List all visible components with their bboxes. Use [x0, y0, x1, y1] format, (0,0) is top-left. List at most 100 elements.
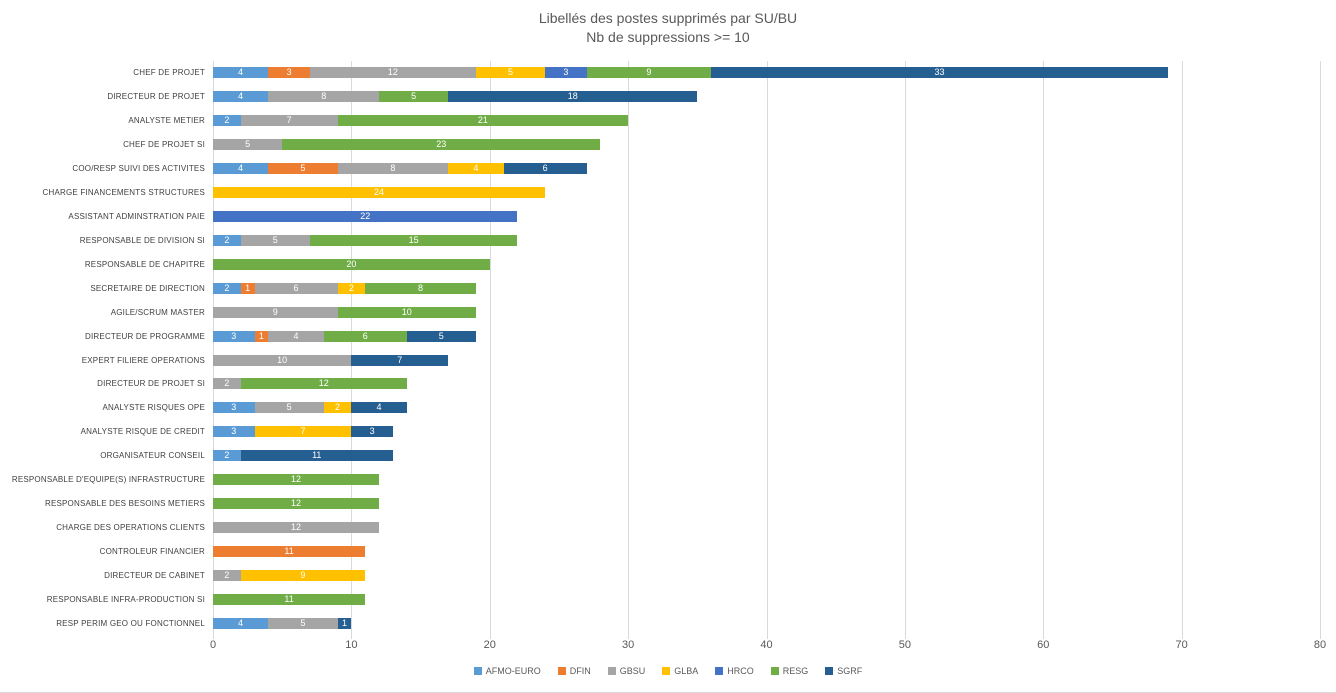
- bar-segment-dfin[interactable]: 3: [268, 67, 310, 79]
- bar-segment-sgrf[interactable]: 6: [503, 163, 587, 175]
- bar-row: DIRECTEUR DE PROJET SI 2 12: [97, 372, 1320, 396]
- bar-segment-resg[interactable]: 15: [309, 234, 518, 246]
- bar-segment-hrco[interactable]: 22: [213, 210, 518, 222]
- bar-segment-gbsu[interactable]: 2: [213, 569, 241, 581]
- bar-segment-resg[interactable]: 12: [213, 498, 380, 510]
- bar-segment-gbsu[interactable]: 2: [213, 378, 241, 390]
- bar-segment-gbsu[interactable]: 5: [240, 234, 310, 246]
- category-label: RESP PERIM GEO OU FONCTIONNEL: [56, 618, 205, 628]
- legend-item-glba[interactable]: GLBA: [662, 666, 698, 676]
- bar-segment-glba[interactable]: 9: [240, 569, 366, 581]
- bar-segment-gbsu[interactable]: 12: [213, 521, 380, 533]
- category-label: DIRECTEUR DE PROJET: [107, 92, 205, 102]
- bar-segment-sgrf[interactable]: 5: [406, 330, 476, 342]
- segment-value-label: 22: [360, 210, 371, 221]
- bar-segment-gbsu[interactable]: 6: [254, 282, 338, 294]
- segment-value-label: 5: [507, 67, 513, 78]
- segment-value-label: 8: [390, 163, 396, 174]
- bar-segment-afmo-euro[interactable]: 4: [213, 617, 269, 629]
- bar-segment-gbsu[interactable]: 5: [268, 617, 338, 629]
- stacked-bar: 4 5 8 4 6: [213, 163, 587, 175]
- bar-segment-gbsu[interactable]: 9: [213, 306, 338, 318]
- bar-segment-gbsu[interactable]: 8: [268, 91, 380, 103]
- bar-segment-sgrf[interactable]: 3: [351, 426, 393, 438]
- category-label: RESPONSABLE DE CHAPITRE: [84, 259, 205, 269]
- bar-segment-afmo-euro[interactable]: 4: [213, 91, 269, 103]
- legend-item-afmo-euro[interactable]: AFMO-EURO: [473, 666, 541, 676]
- bar-segment-sgrf[interactable]: 11: [240, 450, 393, 462]
- legend-label: HRCO: [727, 666, 754, 676]
- legend-item-resg[interactable]: RESG: [770, 666, 808, 676]
- bar-segment-glba[interactable]: 4: [448, 163, 504, 175]
- bar-segment-resg[interactable]: 11: [213, 593, 366, 605]
- segment-value-label: 2: [348, 282, 354, 293]
- bar-segment-gbsu[interactable]: 10: [213, 354, 352, 366]
- bar-segment-dfin[interactable]: 5: [268, 163, 338, 175]
- bar-row: ASSISTANT ADMINSTRATION PAIE 22: [68, 205, 1320, 229]
- bar-segment-afmo-euro[interactable]: 3: [213, 402, 255, 414]
- bar-segment-resg[interactable]: 12: [240, 378, 407, 390]
- bar-segment-glba[interactable]: 24: [213, 187, 546, 199]
- bar-segment-sgrf[interactable]: 7: [351, 354, 449, 366]
- segment-value-label: 1: [245, 282, 251, 293]
- bar-segment-glba[interactable]: 2: [337, 282, 366, 294]
- bar-segment-gbsu[interactable]: 8: [337, 163, 449, 175]
- bar-segment-resg[interactable]: 5: [379, 91, 449, 103]
- legend-item-sgrf[interactable]: SGRF: [825, 666, 862, 676]
- bar-segment-resg[interactable]: 20: [213, 258, 490, 270]
- bar-segment-dfin[interactable]: 11: [213, 545, 366, 557]
- gridline: [1043, 61, 1045, 639]
- bar-segment-sgrf[interactable]: 33: [711, 67, 1168, 79]
- bar-row: DIRECTEUR DE PROGRAMME 3 1 4 6 5: [85, 324, 1320, 348]
- bar-segment-resg[interactable]: 10: [337, 306, 476, 318]
- bar-segment-gbsu[interactable]: 5: [254, 402, 324, 414]
- bar-segment-gbsu[interactable]: 12: [309, 67, 476, 79]
- bar-segment-gbsu[interactable]: 5: [213, 139, 283, 151]
- segment-value-label: 4: [238, 91, 244, 102]
- x-tick-label: 10: [345, 639, 358, 651]
- bar-segment-dfin[interactable]: 1: [240, 282, 255, 294]
- gridline: [213, 61, 214, 639]
- bar-segment-glba[interactable]: 7: [254, 426, 352, 438]
- segment-value-label: 15: [408, 234, 419, 245]
- bar-segment-hrco[interactable]: 3: [545, 67, 587, 79]
- category-label: CONTROLEUR FINANCIER: [99, 546, 205, 556]
- bar-segment-resg[interactable]: 9: [586, 67, 712, 79]
- segment-value-label: 5: [300, 163, 306, 174]
- bar-segment-resg[interactable]: 23: [282, 139, 601, 151]
- bar-segment-afmo-euro[interactable]: 3: [213, 426, 255, 438]
- bar-segment-afmo-euro[interactable]: 2: [213, 115, 241, 127]
- bar-segment-sgrf[interactable]: 1: [337, 617, 352, 629]
- bar-segment-gbsu[interactable]: 7: [240, 115, 338, 127]
- segment-value-label: 2: [224, 234, 230, 245]
- segment-value-label: 12: [291, 521, 302, 532]
- bar-segment-afmo-euro[interactable]: 2: [213, 450, 241, 462]
- bar-segment-afmo-euro[interactable]: 2: [213, 234, 241, 246]
- bar-segment-resg[interactable]: 21: [337, 115, 629, 127]
- bar-segment-sgrf[interactable]: 18: [448, 91, 698, 103]
- bar-row: RESPONSABLE DE DIVISION SI 2 5 15: [80, 228, 1320, 252]
- bar-row: COO/RESP SUIVI DES ACTIVITES 4 5 8 4 6: [72, 157, 1320, 181]
- segment-value-label: 11: [312, 450, 322, 461]
- bar-segment-dfin[interactable]: 1: [254, 330, 269, 342]
- bar-segment-resg[interactable]: 6: [323, 330, 407, 342]
- bar-segment-afmo-euro[interactable]: 2: [213, 282, 241, 294]
- chart-title: Libellés des postes supprimés par SU/BU: [538, 10, 798, 26]
- bar-segment-glba[interactable]: 5: [475, 67, 546, 79]
- bar-segment-resg[interactable]: 12: [213, 474, 380, 486]
- x-tick-label: 0: [209, 639, 217, 651]
- chart-title-block: Libellés des postes supprimés par SU/BU …: [0, 9, 1336, 47]
- legend-item-hrco[interactable]: HRCO: [715, 666, 754, 676]
- bar-segment-resg[interactable]: 8: [365, 282, 476, 294]
- bar-row: CHEF DE PROJET SI 5 23: [123, 133, 1320, 157]
- bar-segment-afmo-euro[interactable]: 4: [213, 67, 269, 79]
- bar-segment-afmo-euro[interactable]: 4: [213, 163, 269, 175]
- legend-item-gbsu[interactable]: GBSU: [607, 666, 645, 676]
- category-label: ANALYSTE METIER: [128, 116, 205, 126]
- legend-item-dfin[interactable]: DFIN: [557, 666, 591, 676]
- bar-segment-afmo-euro[interactable]: 3: [213, 330, 255, 342]
- bar-segment-glba[interactable]: 2: [323, 402, 352, 414]
- category-label: ASSISTANT ADMINSTRATION PAIE: [68, 211, 205, 221]
- bar-segment-gbsu[interactable]: 4: [268, 330, 324, 342]
- bar-segment-sgrf[interactable]: 4: [351, 402, 407, 414]
